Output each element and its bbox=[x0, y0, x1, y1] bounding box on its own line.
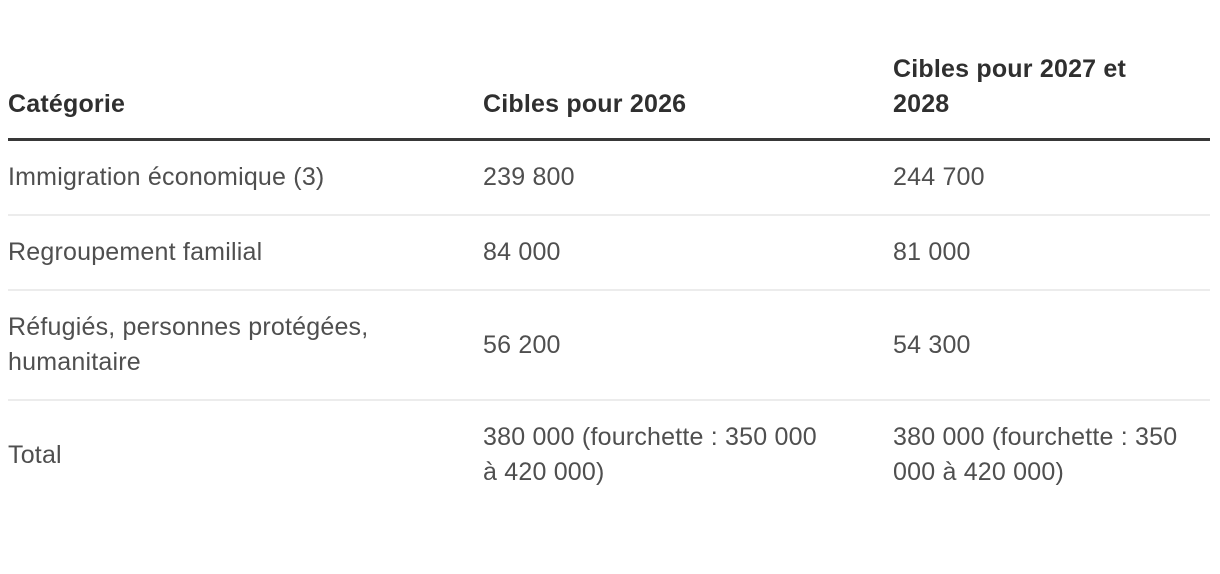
cell-target-2027-2028: 54 300 bbox=[893, 330, 971, 359]
cell-category: Regroupement familial bbox=[8, 238, 263, 266]
table-row-total: Total 380 000 (fourchette : 350 000 à 42… bbox=[8, 400, 1210, 509]
table-body: Immigration économique (3) 239 800 244 7… bbox=[8, 140, 1210, 510]
cell-target-2027-2028: 380 000 (fourchette : 350 000 à 420 000) bbox=[893, 423, 1178, 486]
cell-target-2026: 380 000 (fourchette : 350 000 à 420 000) bbox=[483, 423, 817, 486]
cell-category: Total bbox=[8, 440, 62, 469]
column-header-categorie: Catégorie bbox=[8, 90, 126, 118]
cell-category: Réfugiés, personnes protégées, humanitai… bbox=[8, 313, 369, 376]
cell-target-2026: 84 000 bbox=[483, 238, 561, 266]
cell-target-2027-2028: 81 000 bbox=[893, 238, 971, 266]
column-header-cibles-2027-2028: Cibles pour 2027 et 2028 bbox=[893, 55, 1127, 118]
table-header: Catégorie Cibles pour 2026 Cibles pour 2… bbox=[8, 52, 1210, 140]
table-row: Réfugiés, personnes protégées, humanitai… bbox=[8, 290, 1210, 400]
column-header-cibles-2026: Cibles pour 2026 bbox=[483, 90, 687, 118]
header-row: Catégorie Cibles pour 2026 Cibles pour 2… bbox=[8, 52, 1210, 140]
cell-category: Immigration économique (3) bbox=[8, 163, 325, 191]
immigration-targets-table: Catégorie Cibles pour 2026 Cibles pour 2… bbox=[8, 52, 1210, 509]
cell-target-2026: 56 200 bbox=[483, 330, 561, 359]
cell-target-2026: 239 800 bbox=[483, 163, 575, 191]
table-row: Immigration économique (3) 239 800 244 7… bbox=[8, 140, 1210, 216]
table-row: Regroupement familial 84 000 81 000 bbox=[8, 215, 1210, 290]
immigration-targets-table-container: Catégorie Cibles pour 2026 Cibles pour 2… bbox=[8, 52, 1210, 509]
cell-target-2027-2028: 244 700 bbox=[893, 163, 985, 191]
